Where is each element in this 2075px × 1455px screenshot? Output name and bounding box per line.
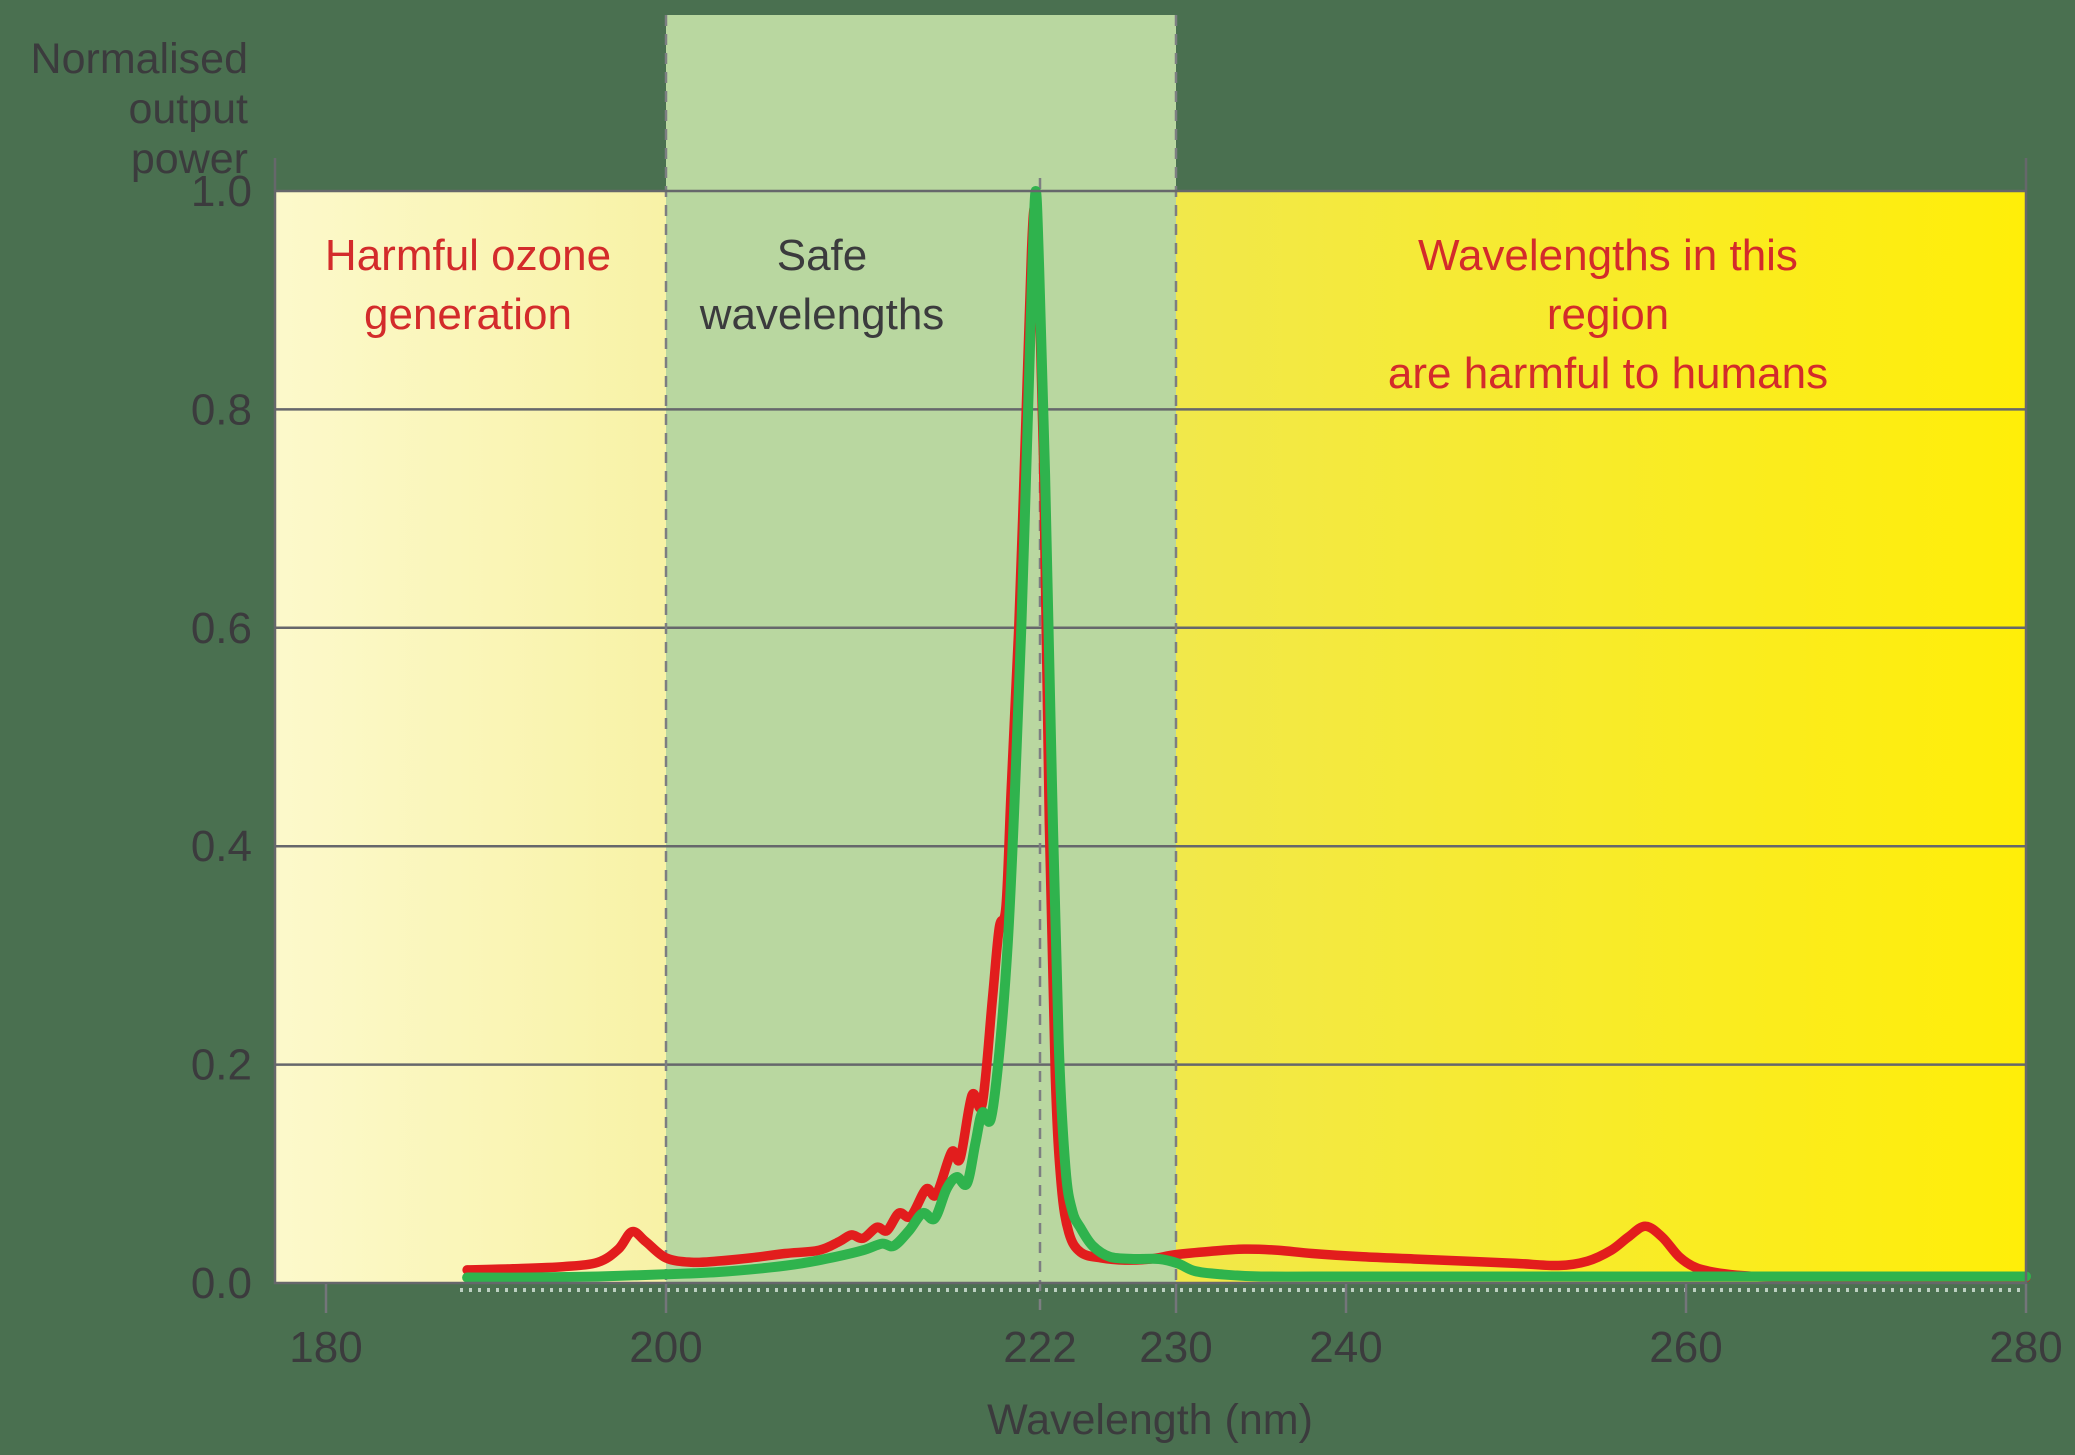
region-band-safe <box>666 15 1176 1283</box>
x-tick-label-200: 200 <box>629 1323 702 1372</box>
region-band-harmful <box>1176 191 2026 1283</box>
region-band-ozone <box>275 191 666 1283</box>
region-label-harmful-humans-line1: Wavelengths in this region <box>1418 231 1798 339</box>
green-curve <box>462 186 2031 1283</box>
y-tick-label-0.6: 0.6 <box>191 604 252 653</box>
y-tick-label-1.0: 1.0 <box>191 167 252 216</box>
x-tick-label-180: 180 <box>289 1323 362 1372</box>
x-tick-label-230: 230 <box>1139 1323 1212 1372</box>
region-label-harmful-ozone-line2: generation <box>364 290 572 339</box>
region-label-harmful-ozone-line1: Harmful ozone <box>324 231 612 280</box>
x-tick-label-222: 222 <box>1003 1323 1076 1372</box>
x-tick-label-240: 240 <box>1309 1323 1382 1372</box>
y-axis-title-line2: output power <box>128 85 248 183</box>
y-axis-title: Normalised output power <box>0 34 248 184</box>
x-tick-label-280: 280 <box>1989 1323 2062 1372</box>
y-tick-label-0.4: 0.4 <box>191 822 252 871</box>
region-label-safe-wavelengths: Safe wavelengths <box>622 226 1022 344</box>
region-label-safe-line1: Safe <box>776 231 868 280</box>
region-label-harmful-ozone: Harmful ozone generation <box>226 226 710 344</box>
plot-border <box>273 189 2028 1285</box>
x-axis-title: Wavelength (nm) <box>987 1396 1313 1444</box>
y-tick-label-0.8: 0.8 <box>191 385 252 434</box>
y-tick-label-0.2: 0.2 <box>191 1041 252 1090</box>
region-label-harmful-humans-line2: are harmful to humans <box>1387 349 1829 398</box>
region-label-safe-line2: wavelengths <box>699 290 945 339</box>
x-tick-label-260: 260 <box>1649 1323 1722 1372</box>
region-label-harmful-humans: Wavelengths in this region are harmful t… <box>1358 226 1858 403</box>
y-axis-title-line1: Normalised <box>30 35 248 83</box>
y-tick-label-0.0: 0.0 <box>191 1259 252 1308</box>
